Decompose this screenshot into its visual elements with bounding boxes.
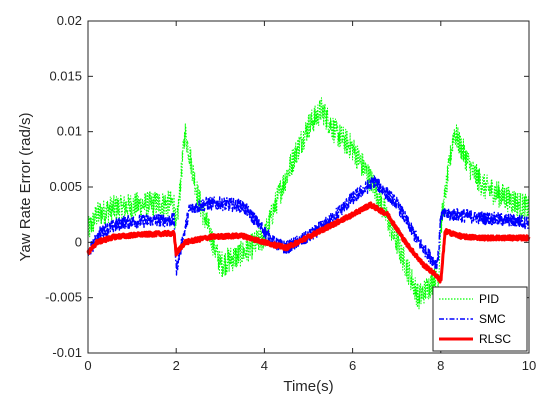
y-tick-label: 0 <box>75 234 82 249</box>
y-tick-label: 0.005 <box>49 179 82 194</box>
x-tick-label: 0 <box>84 358 91 373</box>
series-rlsc-line <box>86 201 531 284</box>
legend-label-pid: PID <box>479 292 499 306</box>
y-tick-label: -0.01 <box>52 345 82 360</box>
legend-label-smc: SMC <box>479 312 506 326</box>
x-tick-label: 8 <box>437 358 444 373</box>
y-axis-label: Yaw Rate Error (rad/s) <box>17 113 34 262</box>
y-tick-label: 0.01 <box>57 124 82 139</box>
x-tick-label: 10 <box>522 358 536 373</box>
y-tick-label: -0.005 <box>45 290 82 305</box>
ticks-layer: 0 2 4 6 8 10 -0.01 -0.005 0 0.005 0.01 0.015 0.02 <box>45 13 536 373</box>
legend: PID SMC RLSC <box>432 286 528 352</box>
x-tick-label: 2 <box>173 358 180 373</box>
series-layer <box>86 97 531 310</box>
x-axis-label: Time(s) <box>283 378 333 395</box>
series-pid-line <box>87 97 530 310</box>
x-tick-label: 4 <box>261 358 268 373</box>
x-tick-label: 6 <box>349 358 356 373</box>
y-tick-label: 0.015 <box>49 68 82 83</box>
legend-label-rlsc: RLSC <box>479 332 511 346</box>
y-tick-label: 0.02 <box>57 13 82 28</box>
